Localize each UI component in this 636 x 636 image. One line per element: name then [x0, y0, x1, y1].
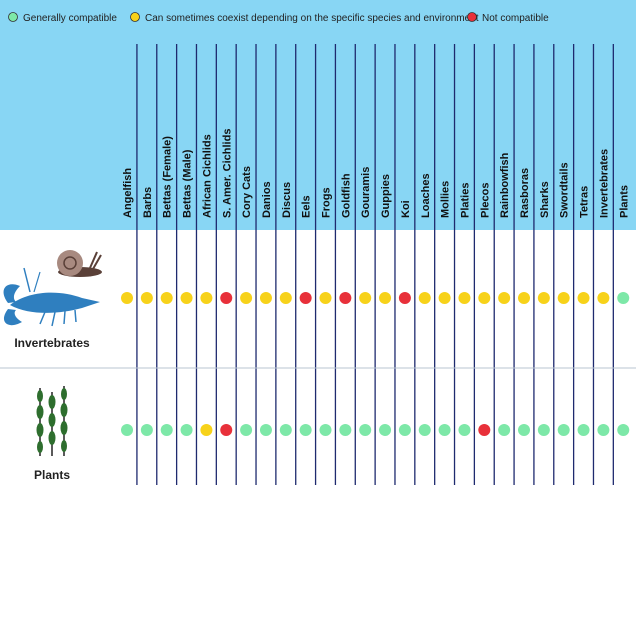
column-label: Danios [261, 181, 273, 218]
dot-red [220, 424, 233, 436]
column-label: African Cichlids [201, 134, 213, 218]
column-label: Swordtails [559, 162, 571, 218]
dot-yellow [279, 292, 292, 304]
dot-red [398, 292, 411, 304]
column-label: Invertebrates [598, 149, 610, 218]
column-label: Tetras [579, 186, 591, 218]
dot-green [617, 292, 630, 304]
dot-green [398, 424, 411, 436]
dot-yellow [379, 292, 392, 304]
column-label: Angelfish [122, 168, 134, 218]
dot-yellow [478, 292, 491, 304]
dot-yellow [200, 292, 213, 304]
legend-swatch-red [467, 12, 477, 22]
dot-yellow [140, 292, 153, 304]
column-labels: Angelfish Barbs Bettas (Female) Bettas (Mal… [122, 129, 630, 218]
dot-green [121, 424, 133, 436]
dot-yellow [319, 292, 332, 304]
column-label: Goldfish [340, 173, 352, 218]
column-label: Loaches [420, 173, 432, 218]
dot-yellow [577, 292, 590, 304]
dot-yellow [597, 292, 610, 304]
dot-green [537, 424, 550, 436]
dot-yellow [200, 424, 213, 436]
dot-green [359, 424, 372, 436]
column-label: Platies [459, 183, 471, 218]
dot-red [220, 292, 233, 304]
dot-yellow [240, 292, 253, 304]
lobster-icon [3, 267, 100, 327]
column-label: S. Amer. Cichlids [221, 129, 233, 218]
header-background [0, 0, 636, 230]
aquatic-plant-icon [36, 386, 68, 456]
dot-green [259, 424, 272, 436]
column-label: Gouramis [360, 167, 372, 218]
dot-green [458, 424, 471, 436]
column-label: Rainbowfish [499, 152, 511, 218]
dot-green [518, 424, 530, 436]
dot-yellow [557, 292, 570, 304]
dot-yellow [518, 292, 530, 304]
dot-green [160, 424, 173, 436]
dot-yellow [458, 292, 471, 304]
row-label-plants: Plants [34, 468, 70, 482]
dot-green [418, 424, 431, 436]
column-label: Bettas (Male) [182, 149, 194, 218]
dot-yellow [359, 292, 372, 304]
dot-green [299, 424, 312, 436]
dot-yellow [498, 292, 511, 304]
column-label: Mollies [440, 181, 452, 218]
column-label: Plecos [479, 183, 491, 218]
column-lines [136, 44, 614, 485]
dot-green [438, 424, 451, 436]
compatibility-dots [121, 292, 630, 436]
dot-green [597, 424, 610, 436]
column-label: Cory Cats [241, 166, 253, 218]
column-label: Frogs [321, 187, 333, 218]
column-label: Guppies [380, 174, 392, 218]
dot-green [617, 424, 630, 436]
legend-label-yellow: Can sometimes coexist depending on the s… [145, 13, 479, 24]
legend-swatch-green [8, 12, 18, 22]
dot-red [299, 292, 312, 304]
dot-green [577, 424, 590, 436]
legend-swatch-yellow [130, 12, 140, 22]
dot-green [339, 424, 352, 436]
legend-label-red: Not compatible [482, 13, 549, 24]
dot-green [279, 424, 292, 436]
dot-green [319, 424, 332, 436]
dot-yellow [160, 292, 173, 304]
column-label: Rasboras [519, 168, 531, 218]
column-label: Discus [281, 182, 293, 218]
dot-green [180, 424, 193, 436]
snail-icon [57, 250, 102, 277]
column-label: Sharks [539, 181, 551, 218]
dot-red [478, 424, 491, 436]
column-label: Bettas (Female) [162, 136, 174, 218]
dot-yellow [259, 292, 272, 304]
legend: Generally compatible Can sometimes coexis… [8, 12, 549, 24]
dot-yellow [438, 292, 451, 304]
dot-green [379, 424, 392, 436]
column-label: Plants [618, 185, 630, 218]
dot-green [557, 424, 570, 436]
dot-yellow [121, 292, 133, 304]
dot-green [498, 424, 511, 436]
dot-yellow [418, 292, 431, 304]
column-label: Eels [301, 195, 313, 218]
legend-label-green: Generally compatible [23, 13, 117, 24]
column-label: Koi [400, 200, 412, 218]
lobster-and-snail-icon [3, 250, 102, 327]
dot-green [240, 424, 253, 436]
dot-yellow [537, 292, 550, 304]
dot-red [339, 292, 352, 304]
dot-yellow [180, 292, 193, 304]
dot-green [140, 424, 153, 436]
column-label: Barbs [142, 187, 154, 218]
row-label-invertebrates: Invertebrates [14, 336, 90, 350]
